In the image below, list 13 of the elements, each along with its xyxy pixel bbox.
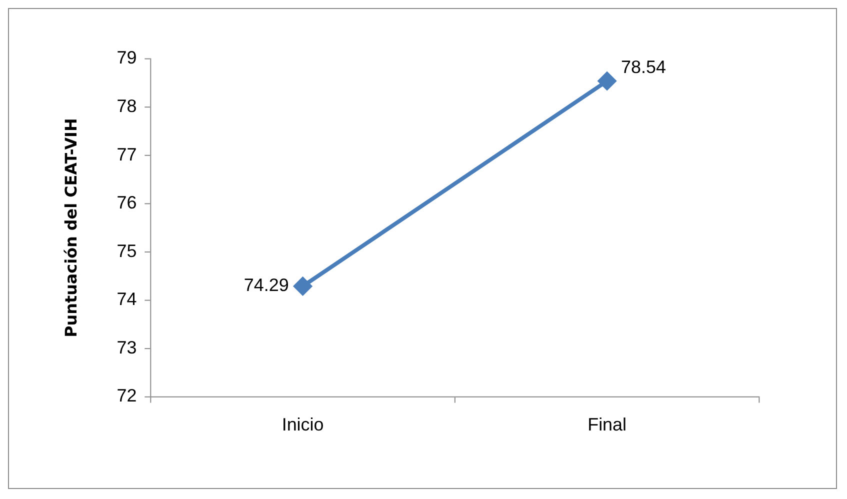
y-tick-label: 78 xyxy=(116,96,137,116)
y-axis-title: Puntuación del CEAT-VIH xyxy=(62,118,81,338)
y-tick-label: 75 xyxy=(116,240,137,261)
x-tick-label: Inicio xyxy=(282,414,324,434)
data-label: 78.54 xyxy=(621,57,666,77)
y-tick-label: 73 xyxy=(116,337,137,358)
x-tick-label: Final xyxy=(588,414,627,434)
y-tick-label: 76 xyxy=(116,192,137,213)
y-tick-label: 72 xyxy=(116,386,137,406)
data-label: 74.29 xyxy=(244,275,289,296)
y-tick-label: 74 xyxy=(116,289,137,310)
y-tick-label: 79 xyxy=(116,48,137,68)
y-tick-label: 77 xyxy=(116,144,137,164)
